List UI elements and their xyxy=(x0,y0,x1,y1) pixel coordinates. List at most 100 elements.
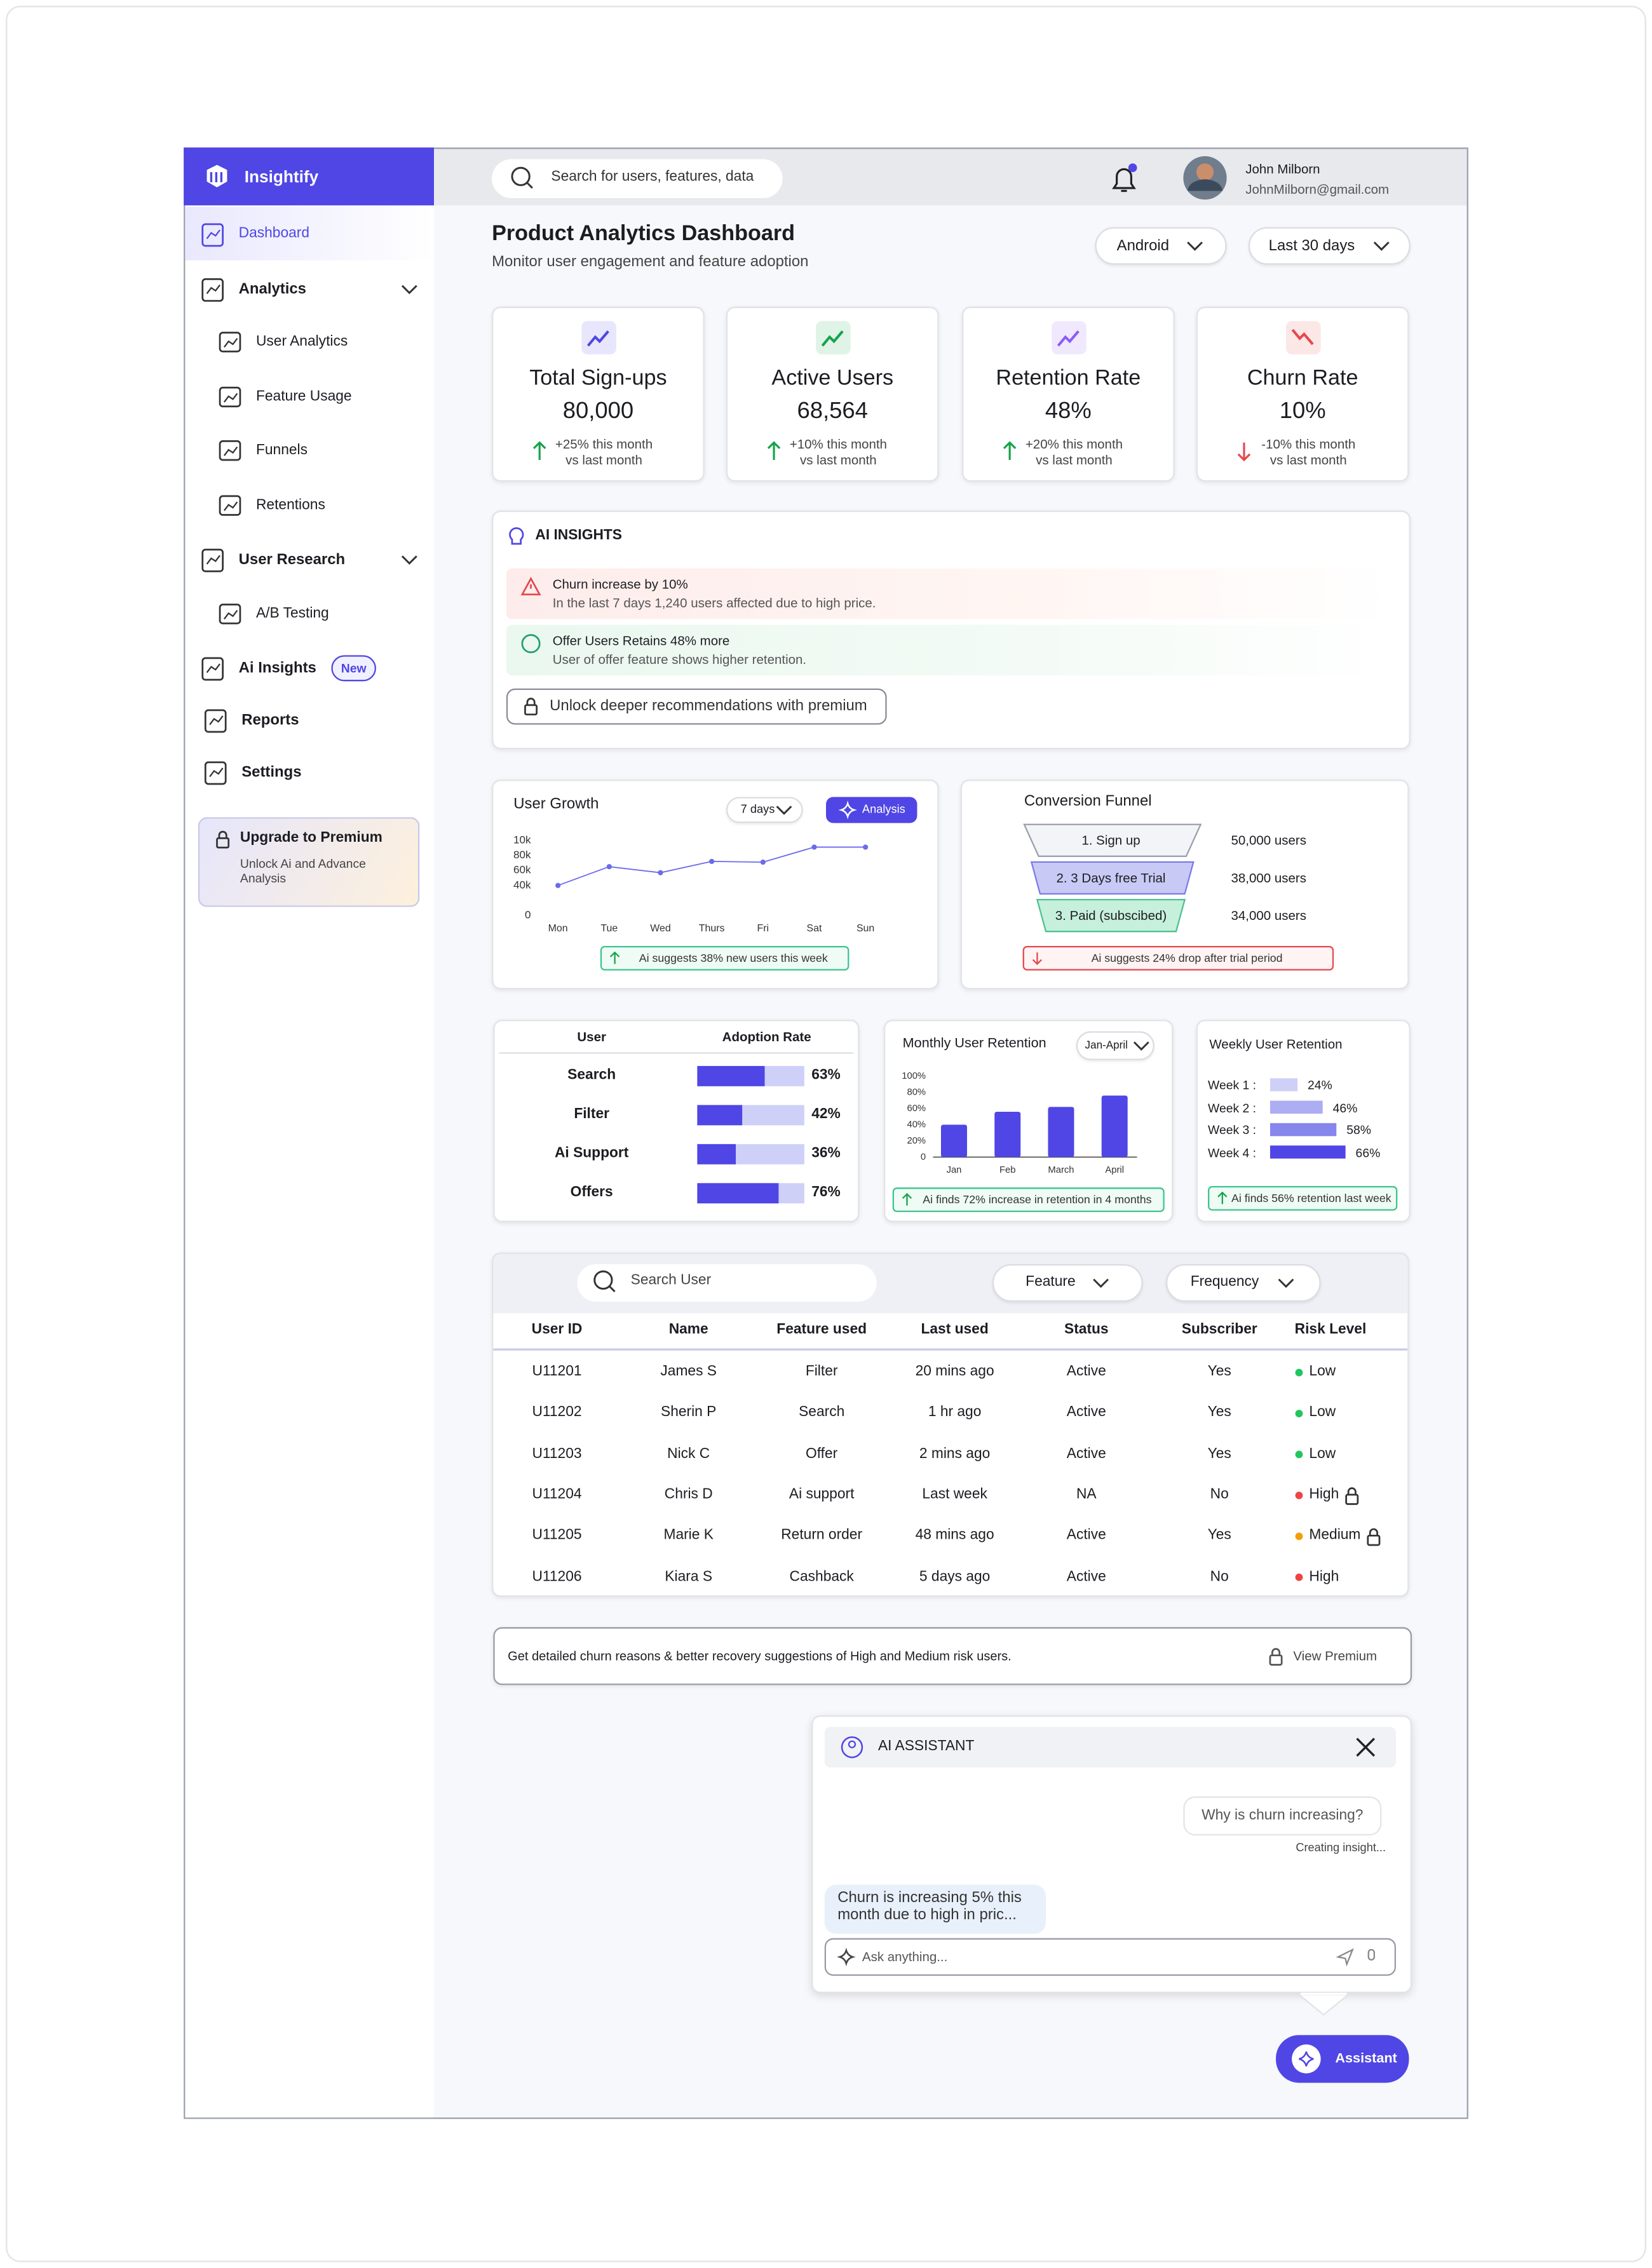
sidebar-item[interactable]: Feature Usage xyxy=(255,389,352,405)
week-label: Week 4 : xyxy=(1208,1145,1257,1159)
kpi-trend-icon xyxy=(821,330,844,347)
funnel-title: Conversion Funnel xyxy=(1024,792,1152,810)
search-icon xyxy=(609,1286,616,1293)
search-icon xyxy=(526,182,533,189)
lock-icon xyxy=(524,704,538,716)
table-cell: 5 days ago xyxy=(919,1569,991,1585)
kpi-card xyxy=(726,306,939,482)
upgrade-card[interactable] xyxy=(198,817,420,907)
premium-banner-action[interactable]: View Premium xyxy=(1293,1649,1378,1664)
sidebar-icon xyxy=(201,657,224,681)
premium-button-label[interactable]: Unlock deeper recommendations with premi… xyxy=(550,697,867,715)
sidebar-item[interactable]: Funnels xyxy=(255,442,308,459)
value-label: 76% xyxy=(811,1184,841,1201)
dropdown-label[interactable]: 7 days xyxy=(740,802,775,816)
y-tick-label: 10k xyxy=(513,834,531,846)
kpi-value: 10% xyxy=(1279,399,1326,424)
search-icon xyxy=(593,1270,613,1290)
sidebar-item[interactable]: Reports xyxy=(241,712,299,729)
retention-bar xyxy=(994,1111,1021,1158)
adoption-bar xyxy=(697,1065,765,1086)
week-label: Week 1 : xyxy=(1208,1077,1257,1092)
kpi-title: Total Sign-ups xyxy=(529,366,667,391)
dropdown-label[interactable]: Jan-April xyxy=(1085,1038,1128,1052)
table-cell: Yes xyxy=(1207,1527,1231,1544)
ai-annotation-text: Ai finds 72% increase in retention in 4 … xyxy=(923,1192,1152,1206)
dropdown-label[interactable]: Last 30 days xyxy=(1268,237,1355,255)
kpi-icon-tile xyxy=(1285,321,1320,354)
funnel-stage-label: 2. 3 Days free Trial xyxy=(1056,870,1166,886)
table-cell: NA xyxy=(1076,1487,1097,1503)
search-user[interactable] xyxy=(577,1264,877,1302)
funnel-stage-value: 34,000 users xyxy=(1231,908,1306,923)
upgrade-title: Upgrade to Premium xyxy=(240,830,383,846)
sidebar-item[interactable]: Settings xyxy=(241,764,302,781)
sidebar-active[interactable] xyxy=(185,206,435,260)
value-label: 58% xyxy=(1346,1122,1371,1137)
sidebar-item[interactable]: Ai Insights xyxy=(238,659,316,677)
value-label: 46% xyxy=(1332,1100,1358,1115)
mic-icon xyxy=(1367,1948,1376,1961)
sidebar-item[interactable]: Dashboard xyxy=(238,226,310,242)
ai-annotation-text: Ai suggests 38% new users this week xyxy=(639,950,828,964)
sidebar-item[interactable]: A/B Testing xyxy=(255,605,329,622)
chevron-icon xyxy=(1093,1278,1109,1288)
kpi-change: +10% this month xyxy=(789,436,887,452)
y-tick-label: 100% xyxy=(902,1071,926,1081)
search-user-placeholder[interactable]: Search User xyxy=(630,1272,712,1289)
sidebar-icon xyxy=(223,446,238,456)
sidebar-item[interactable]: Retentions xyxy=(255,497,325,514)
table-cell: 48 mins ago xyxy=(915,1527,994,1544)
dropdown[interactable] xyxy=(726,797,803,823)
kpi-icon-tile xyxy=(581,321,616,354)
sidebar-icon xyxy=(219,495,241,516)
sidebar-item[interactable]: User Analytics xyxy=(255,334,348,350)
x-tick-label: Wed xyxy=(650,923,670,934)
value-label: 66% xyxy=(1355,1145,1381,1159)
dropdown[interactable] xyxy=(1095,227,1227,265)
weekly-bar xyxy=(1269,1123,1337,1137)
dropdown-label[interactable]: Feature xyxy=(1026,1274,1076,1290)
dropdown[interactable] xyxy=(992,1264,1143,1302)
x-tick-label: Thurs xyxy=(699,923,725,934)
sidebar-icon xyxy=(209,715,224,726)
warning-icon xyxy=(520,576,541,596)
lock-icon xyxy=(1271,1648,1281,1656)
dropdown[interactable] xyxy=(1166,1264,1321,1302)
annotation-arrow xyxy=(902,1192,912,1199)
ai-annotation xyxy=(892,1187,1165,1212)
growth-point xyxy=(760,860,766,865)
sidebar-icon xyxy=(201,223,224,247)
table-cell: Active xyxy=(1066,1527,1106,1544)
kpi-compare: vs last month xyxy=(799,452,877,468)
dropdown-label[interactable]: Android xyxy=(1116,237,1170,255)
sidebar-item[interactable]: User Research xyxy=(238,551,346,569)
analysis-button-label[interactable]: Analysis xyxy=(862,802,905,816)
growth-point xyxy=(709,858,715,865)
lock-icon xyxy=(1367,1534,1381,1546)
premium-button[interactable] xyxy=(506,688,887,725)
assistant-input[interactable] xyxy=(824,1938,1397,1976)
risk-dot xyxy=(1295,1410,1303,1417)
search-bar[interactable] xyxy=(492,159,783,198)
search-placeholder[interactable]: Search for users, features, data xyxy=(551,169,754,186)
question-text: Why is churn increasing? xyxy=(1202,1807,1364,1824)
column-header: Status xyxy=(1064,1321,1109,1338)
dropdown[interactable] xyxy=(1248,227,1411,265)
insight-text: User of offer feature shows higher reten… xyxy=(552,652,807,667)
input-placeholder[interactable]: Ask anything... xyxy=(862,1950,948,1964)
feature-label: Filter xyxy=(574,1106,609,1123)
sparkle-icon xyxy=(1299,2051,1314,2067)
answer-text: Churn is increasing 5% this month due to… xyxy=(837,1889,1022,1924)
avatar xyxy=(1188,179,1222,191)
dropdown[interactable] xyxy=(1076,1031,1154,1060)
y-tick-label: 60% xyxy=(907,1104,926,1114)
sidebar-icon xyxy=(206,555,220,565)
sidebar-item[interactable]: Analytics xyxy=(238,280,306,299)
risk-dot xyxy=(1295,1532,1303,1541)
assistant-button-label[interactable]: Assistant xyxy=(1335,2050,1397,2067)
lock-icon xyxy=(526,698,536,705)
dropdown-label[interactable]: Frequency xyxy=(1190,1274,1259,1290)
lock-icon xyxy=(1345,1494,1359,1505)
table-cell: Sherin P xyxy=(661,1405,717,1421)
